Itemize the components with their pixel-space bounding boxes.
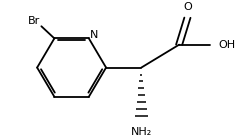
Text: Br: Br: [28, 16, 40, 26]
Text: NH₂: NH₂: [131, 127, 152, 137]
Text: N: N: [89, 30, 98, 40]
Text: OH: OH: [218, 40, 235, 50]
Text: O: O: [183, 2, 192, 12]
